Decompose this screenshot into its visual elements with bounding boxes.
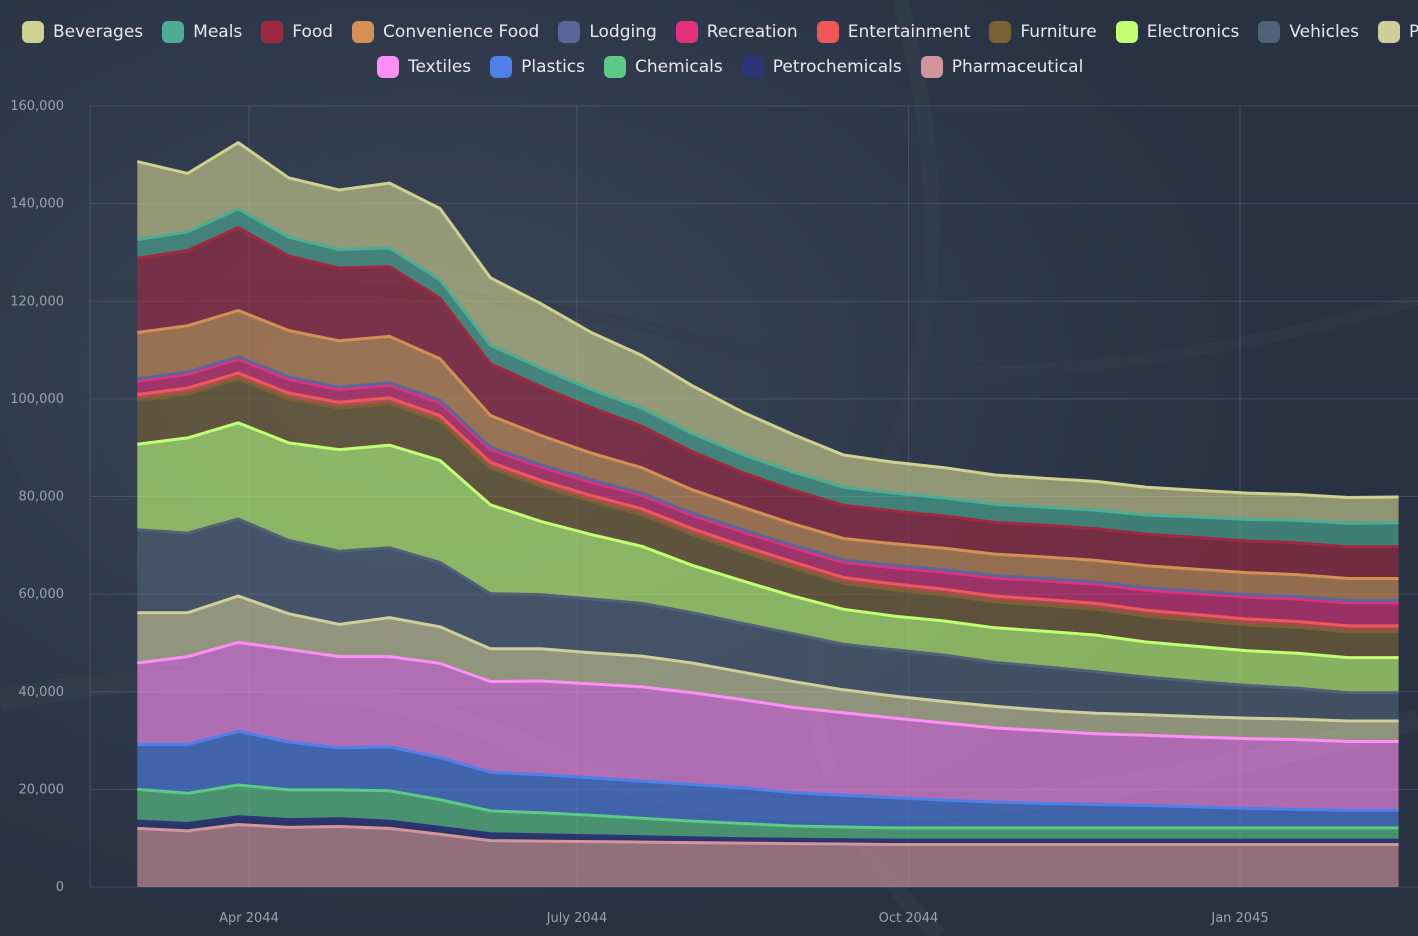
legend-item[interactable]: Plastics [490,56,585,78]
x-tick-label: Oct 2044 [879,911,939,926]
legend-item[interactable]: Pharmaceutical [920,56,1084,78]
line-meals [137,207,1399,525]
legend-swatch [989,21,1012,43]
area-textiles[interactable] [137,642,1399,811]
legend-item[interactable]: Convenience Food [352,21,539,43]
area-vehicles[interactable] [137,519,1399,721]
legend-label: Recreation [706,22,798,42]
legend-label: Food [292,22,334,42]
legend-label: Electronics [1146,22,1240,42]
axis-layer: 0 20,000 40,000 60,000 80,000 100,000 120,000 1… [10,99,1268,926]
line-lodging [137,355,1399,602]
legend-row-2: Textiles Plastics Chemicals Petrochemicals P… [377,56,1102,82]
area-electronics[interactable] [137,422,1399,693]
line-textiles [137,640,1399,743]
line-entertainment [137,371,1399,628]
line-plastics [137,729,1399,812]
legend-label: Petrochemicals [772,57,902,77]
legend-label: Textiles [408,57,472,77]
legend-label: Meals [193,22,243,42]
line-pharmaceutical [137,823,1399,846]
line-convenience-food [137,309,1399,580]
series-line-layer [136,141,1399,846]
y-tick-label: 40,000 [19,685,65,700]
line-beverages [136,141,1399,499]
y-tick-label: 100,000 [10,392,64,407]
line-recreation [137,357,1399,605]
y-tick-label: 160,000 [10,99,64,114]
legend-swatch [816,21,839,43]
line-electronics [137,421,1399,660]
line-furniture [137,377,1399,634]
legend-item[interactable]: Recreation [675,21,798,43]
line-chemicals [137,783,1399,830]
area-furniture[interactable] [137,378,1399,658]
legend-item[interactable]: Beverages [22,21,143,43]
legend-swatch [22,21,44,43]
legend-item[interactable]: Paper [1378,21,1418,43]
legend-swatch [377,56,399,78]
legend-swatch [490,56,513,78]
legend-swatch [741,56,764,78]
area-chemicals[interactable] [137,785,1399,841]
legend-label: Beverages [53,22,144,42]
legend-label: Vehicles [1289,22,1360,42]
legend-item[interactable]: Lodging [558,21,657,43]
area-pharmaceutical[interactable] [137,824,1399,888]
x-tick-label: July 2044 [546,911,608,926]
legend-label: Plastics [521,57,585,77]
y-tick-label: 20,000 [19,782,65,797]
line-food [137,226,1399,549]
legend-item[interactable]: Vehicles [1258,21,1359,43]
legend-swatch [261,21,284,43]
legend-label: Convenience Food [383,22,540,42]
area-convenience-food[interactable] [137,310,1399,601]
area-beverages[interactable] [137,142,1399,524]
legend-item[interactable]: Entertainment [816,21,971,43]
line-vehicles [137,517,1399,695]
legend-swatch [920,56,943,78]
legend-row-1: Beverages Meals Food Convenience Food Lodgin… [22,21,1418,47]
legend-label: Lodging [589,22,657,42]
area-plastics[interactable] [137,731,1399,828]
legend-label: Paper [1409,22,1418,42]
legend-item[interactable]: Petrochemicals [741,56,902,78]
legend-swatch [558,21,581,43]
legend-item[interactable]: Electronics [1115,21,1240,43]
legend-label: Furniture [1020,22,1097,42]
x-tick-label: Jan 2045 [1210,911,1268,926]
legend-swatch [1258,21,1281,43]
y-tick-label: 0 [56,880,64,895]
legend-swatch [1115,21,1138,43]
legend-swatch [162,21,185,43]
legend-label: Pharmaceutical [951,57,1084,77]
legend-swatch [352,21,375,43]
legend-label: Entertainment [847,22,971,42]
legend-item[interactable]: Textiles [377,56,471,78]
area-meals[interactable] [137,209,1399,547]
y-tick-label: 120,000 [10,294,64,309]
legend-label: Chemicals [635,57,723,77]
legend-item[interactable]: Furniture [989,21,1097,43]
x-tick-label: Apr 2044 [219,911,279,926]
y-tick-label: 140,000 [10,197,64,212]
line-petrochemicals [137,815,1399,842]
chart-legend: Beverages Meals Food Convenience Food Lodgin… [0,0,1418,90]
y-tick-label: 80,000 [19,490,65,505]
line-paper [137,594,1399,723]
legend-item[interactable]: Meals [162,21,242,43]
legend-item[interactable]: Chemicals [604,56,723,78]
legend-item[interactable]: Food [261,21,333,43]
legend-swatch [604,56,626,78]
legend-swatch [1378,21,1401,43]
legend-swatch [675,21,698,43]
y-tick-label: 60,000 [19,587,65,602]
